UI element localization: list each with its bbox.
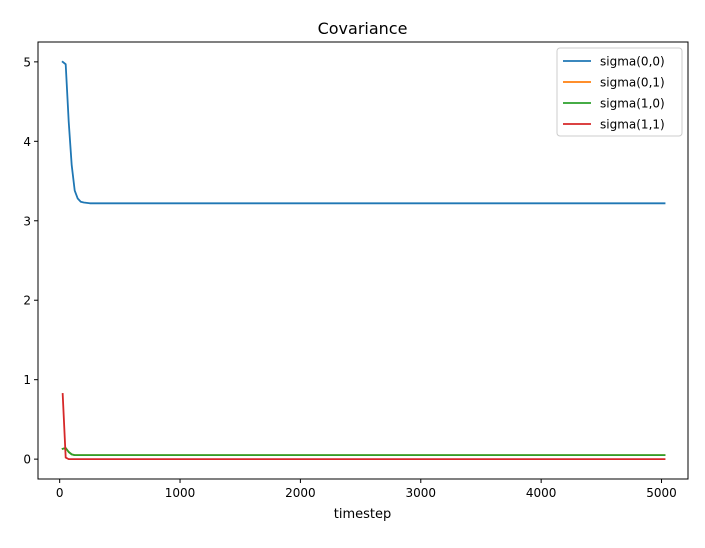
series-line-2 bbox=[61, 447, 666, 457]
y-tick-label-1: 1 bbox=[23, 373, 31, 387]
x-tick-label-4: 4000 bbox=[526, 486, 557, 500]
x-tick-label-5: 5000 bbox=[646, 486, 677, 500]
plot-area: 0 1000 2000 3000 4000 5000 0 1 2 3 4 5 bbox=[23, 41, 689, 500]
y-tick-label-2: 2 bbox=[23, 294, 31, 308]
y-tick-label-4: 4 bbox=[23, 135, 31, 149]
y-tick-label-0: 0 bbox=[23, 453, 31, 467]
y-tick-label-5: 5 bbox=[23, 55, 31, 69]
legend-label-0: sigma(0,0) bbox=[600, 55, 665, 69]
axes-frame bbox=[37, 41, 689, 480]
series-line-3 bbox=[61, 393, 666, 461]
series-line-0 bbox=[61, 60, 666, 205]
legend-label-3: sigma(1,1) bbox=[600, 118, 665, 132]
x-axis-label: timestep bbox=[334, 507, 392, 522]
legend-label-1: sigma(0,1) bbox=[600, 76, 665, 90]
x-tick-label-0: 0 bbox=[56, 486, 64, 500]
x-tick-label-3: 3000 bbox=[406, 486, 437, 500]
x-tick-label-2: 2000 bbox=[285, 486, 316, 500]
chart-title: Covariance bbox=[318, 19, 408, 38]
y-tick-label-3: 3 bbox=[23, 214, 31, 228]
legend: sigma(0,0) sigma(0,1) sigma(1,0) sigma(1,1) bbox=[556, 47, 683, 137]
x-tick-label-1: 1000 bbox=[165, 486, 196, 500]
legend-label-2: sigma(1,0) bbox=[600, 97, 665, 111]
legend-box bbox=[556, 47, 683, 137]
